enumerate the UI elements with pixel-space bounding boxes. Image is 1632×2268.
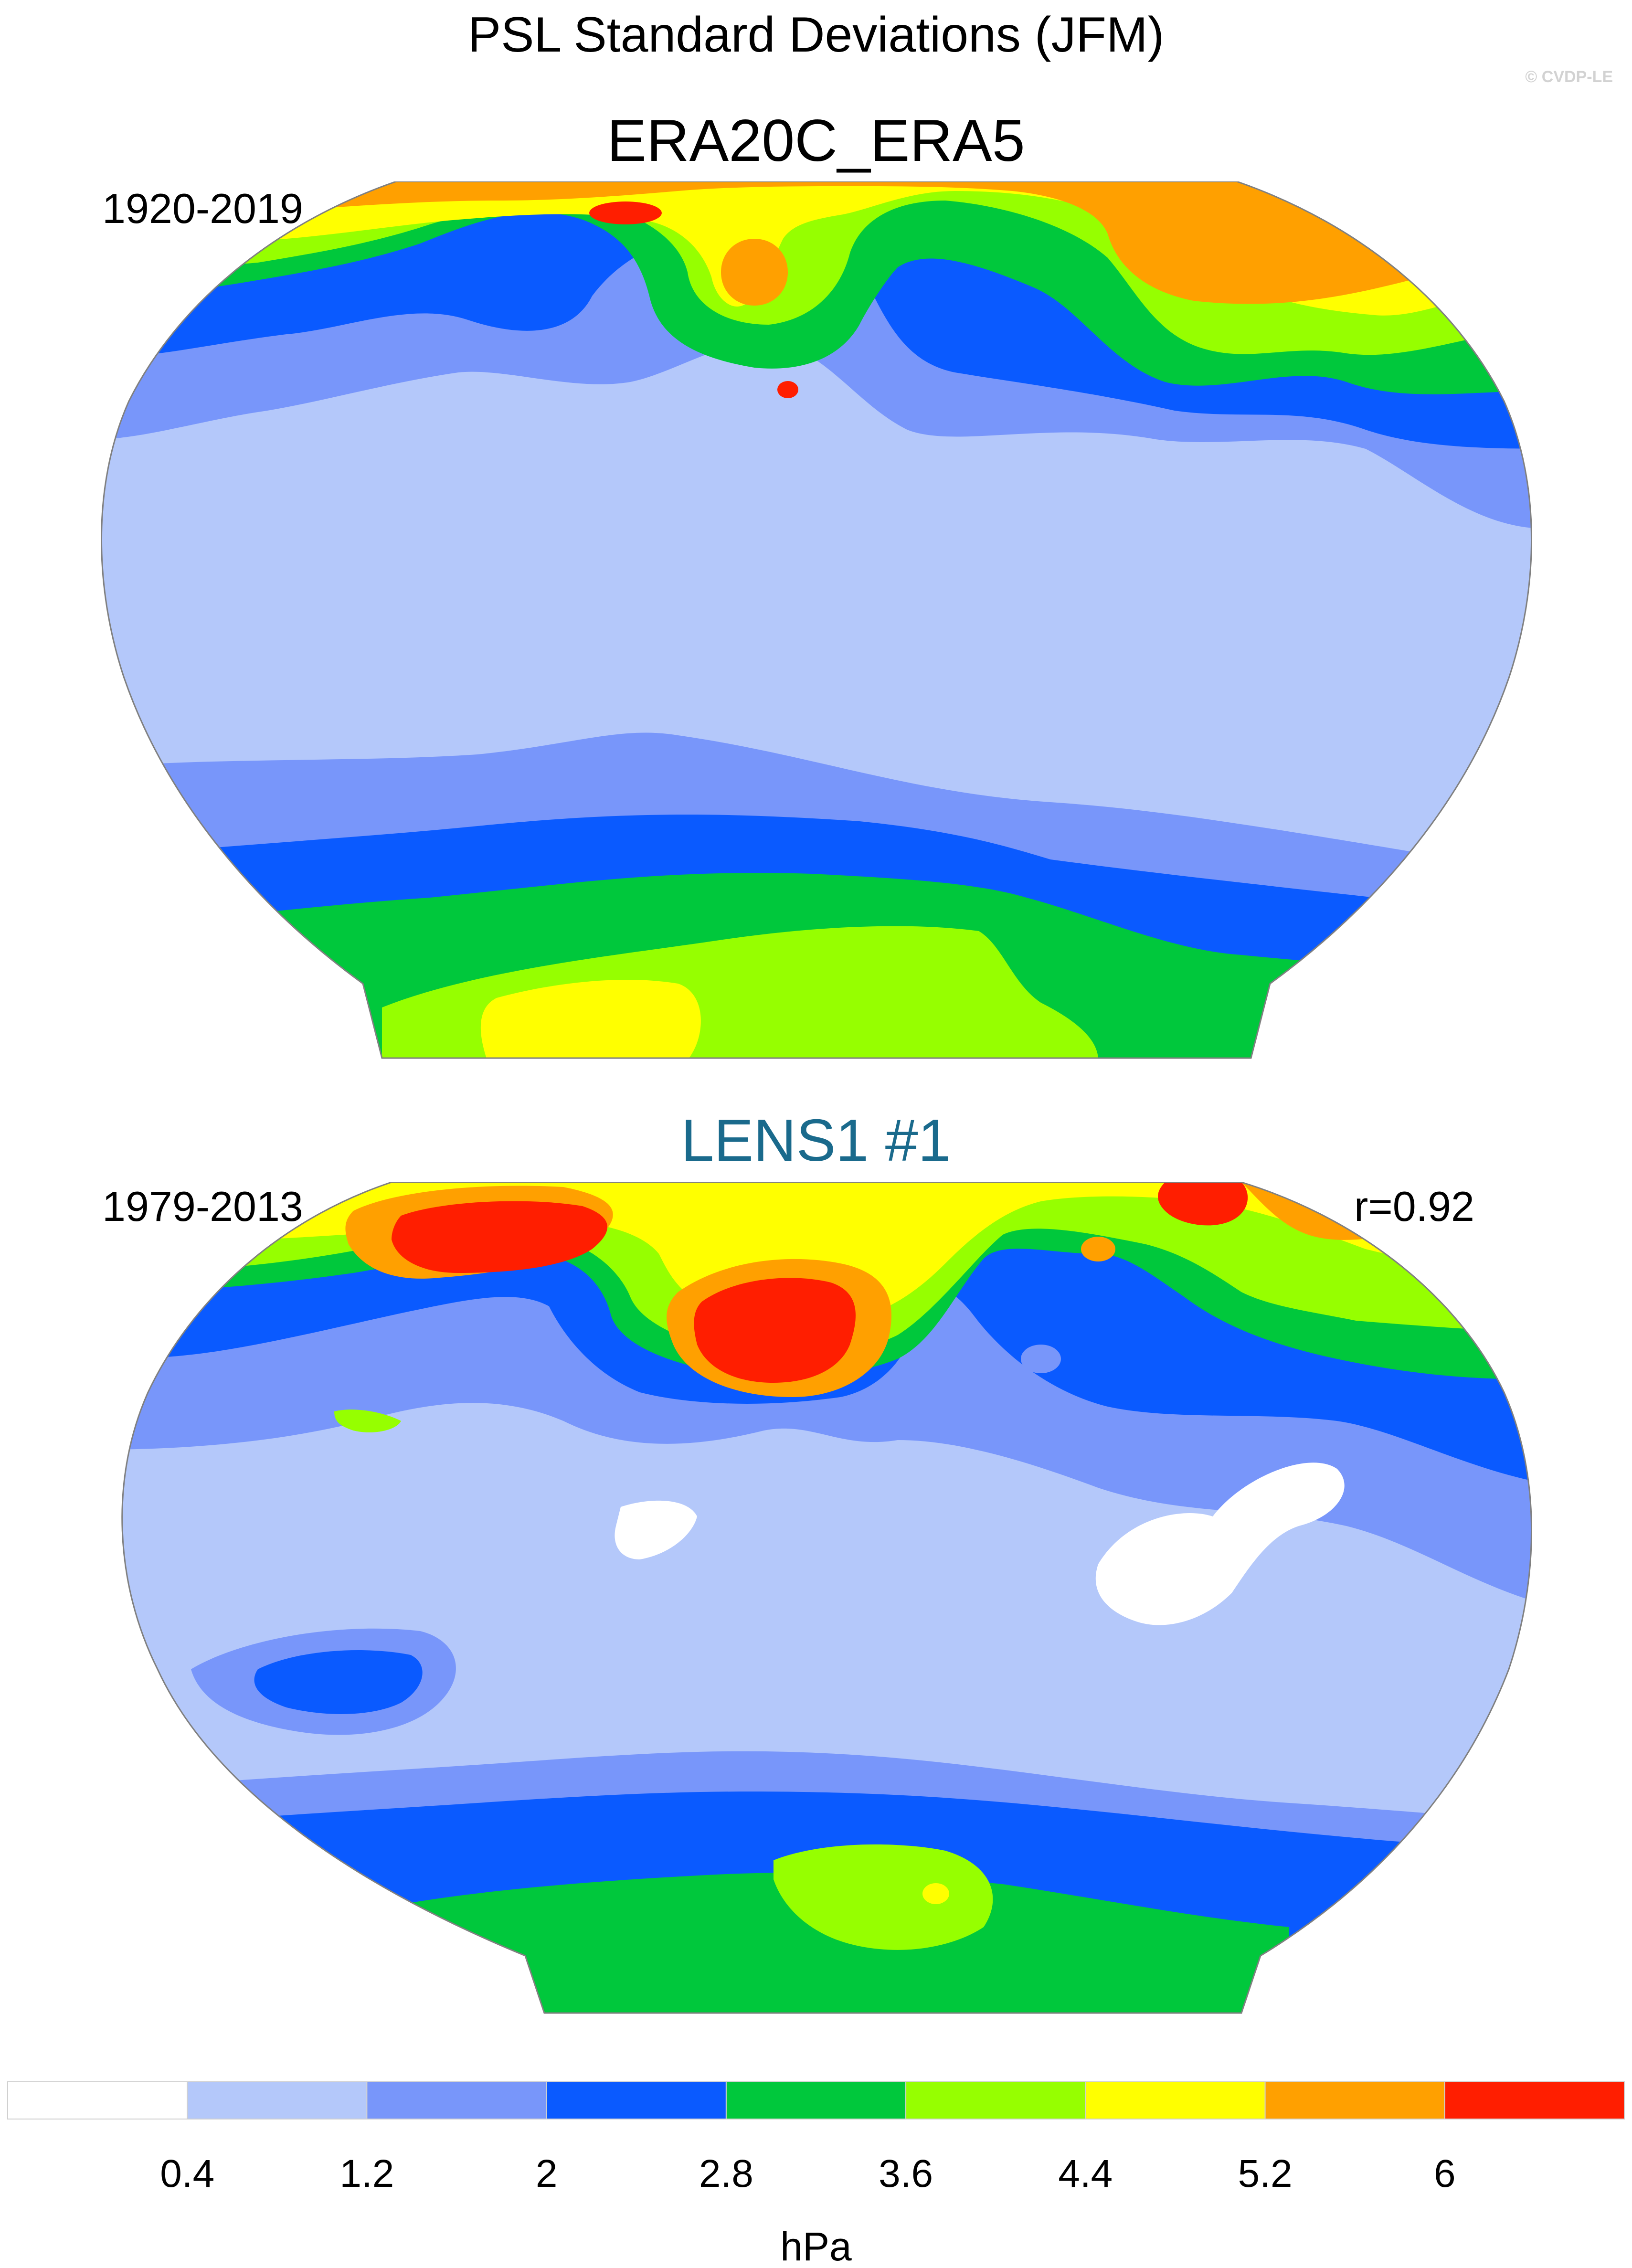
aleutian-max <box>777 381 798 398</box>
colorbar-boxes <box>7 2081 1625 2120</box>
colorbar-box <box>1264 2081 1445 2120</box>
colorbar-tick-label: 1.2 <box>339 2152 394 2195</box>
colorbar-box <box>725 2081 907 2120</box>
colorbar-tick-label: 3.6 <box>879 2152 933 2195</box>
colorbar-box <box>1444 2081 1625 2120</box>
level-4.4-5.2-south <box>480 979 701 1058</box>
colorbar-box <box>905 2081 1086 2120</box>
arctic-max <box>589 201 662 224</box>
panel-2-period: 1979-2013 <box>102 1183 303 1230</box>
colorbar-box <box>546 2081 727 2120</box>
map-outline-panel-1 <box>101 181 1532 1059</box>
map-panel-2 <box>121 1182 1532 2014</box>
map-panel-1 <box>101 181 1532 1059</box>
colorbar-tick-label: 0.4 <box>160 2152 214 2195</box>
panel-1-title: ERA20C_ERA5 <box>607 108 1025 174</box>
colorbar-tick-label: 2.8 <box>699 2152 753 2195</box>
white-patch-south-america <box>1095 1463 1345 1625</box>
level-2.8-3.6-south <box>382 1873 1289 2013</box>
green-spot-asia <box>334 1410 401 1432</box>
contour-field-panel-2 <box>122 1182 1532 2013</box>
level-4.4-5.2-south <box>922 1883 949 1904</box>
colorbar-box <box>1085 2081 1266 2120</box>
level-5.2-6-north <box>101 181 1532 304</box>
colorbar-tick-label: 6 <box>1434 2152 1456 2195</box>
arctic-max <box>392 1201 608 1273</box>
colorbar-tick-label: 4.4 <box>1058 2152 1113 2195</box>
colorbar-unit: hPa <box>780 2224 852 2268</box>
colorbar-tick-label: 2 <box>536 2152 558 2195</box>
panel-1-period: 1920-2019 <box>102 185 303 232</box>
blue-spot <box>1021 1345 1061 1373</box>
aleutian-core <box>721 239 788 306</box>
aleutian-max <box>694 1278 856 1383</box>
white-patch-pacific <box>615 1500 697 1559</box>
level-3.6-4.4-south <box>774 1844 993 1950</box>
panel-2-correlation: r=0.92 <box>1354 1183 1474 1230</box>
figure-title: PSL Standard Deviations (JFM) <box>467 7 1165 63</box>
level-2-2.8-indian-ocean <box>254 1650 423 1714</box>
colorbar-box <box>187 2081 368 2120</box>
colorbar: 0.4 1.2 2 2.8 3.6 4.4 5.2 6 hPa <box>7 2081 1625 2268</box>
barents-max <box>1158 1182 1248 1226</box>
colorbar-box <box>7 2081 188 2120</box>
map-outline-panel-2 <box>121 1182 1532 2014</box>
panel-2-title: LENS1 #1 <box>681 1108 951 1174</box>
watermark: © CVDP-LE <box>1525 68 1613 86</box>
contour-field-panel-1 <box>101 181 1532 1058</box>
colorbar-labels: 0.4 1.2 2 2.8 3.6 4.4 5.2 6 <box>160 2152 1455 2195</box>
colorbar-box <box>366 2081 547 2120</box>
orange-spot <box>1081 1237 1115 1261</box>
colorbar-tick-label: 5.2 <box>1238 2152 1293 2195</box>
